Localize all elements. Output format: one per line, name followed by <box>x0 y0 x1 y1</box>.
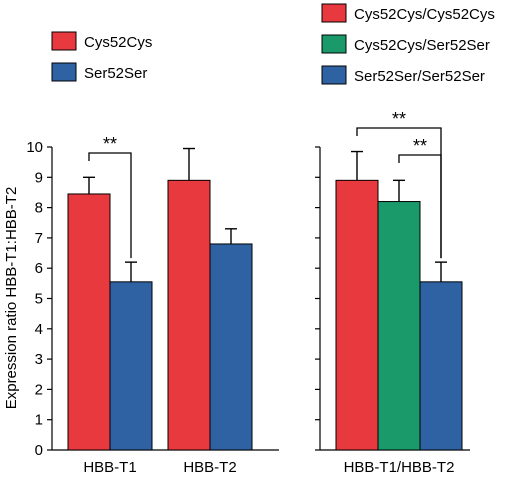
y-tick-label: 1 <box>35 412 43 429</box>
legend-swatch <box>51 31 77 51</box>
y-tick-label: 10 <box>26 139 43 156</box>
y-tick-label: 6 <box>35 260 43 277</box>
y-tick-label: 8 <box>35 200 43 217</box>
y-tick-label: 7 <box>35 230 43 247</box>
legend-swatch <box>321 34 347 54</box>
y-axis-label: Expression ratio HBB-T1:HBB-T2 <box>3 187 20 410</box>
significance-bracket <box>398 154 442 259</box>
bar <box>419 281 463 451</box>
legend-swatch <box>321 3 347 23</box>
x-tick-label: HBB-T1 <box>83 459 136 476</box>
bar <box>167 179 211 451</box>
legend-label: Ser52Ser/Ser52Ser <box>354 68 485 85</box>
significance-label: ** <box>392 109 406 129</box>
y-tick-label: 4 <box>35 321 43 338</box>
legend-label: Ser52Ser <box>84 65 147 82</box>
legend-label: Cys52Cys/Cys52Cys <box>354 6 495 23</box>
significance-label: ** <box>413 136 427 156</box>
y-tick-label: 5 <box>35 291 43 308</box>
bar <box>109 281 153 451</box>
legend-swatch <box>51 62 77 82</box>
legend-swatch <box>321 65 347 85</box>
bar <box>67 193 111 451</box>
bar <box>335 179 379 451</box>
bar <box>377 201 421 451</box>
y-tick-label: 9 <box>35 169 43 186</box>
y-tick-label: 2 <box>35 381 43 398</box>
legend-label: Cys52Cys <box>84 34 152 51</box>
legend-label: Cys52Cys/Ser52Ser <box>354 37 490 54</box>
x-tick-label: HBB-T2 <box>183 459 236 476</box>
y-tick-label: 0 <box>35 442 43 459</box>
bar <box>209 243 253 451</box>
y-tick-label: 3 <box>35 351 43 368</box>
significance-bracket <box>88 152 132 259</box>
x-tick-label: HBB-T1/HBB-T2 <box>344 459 455 476</box>
significance-label: ** <box>103 134 117 154</box>
